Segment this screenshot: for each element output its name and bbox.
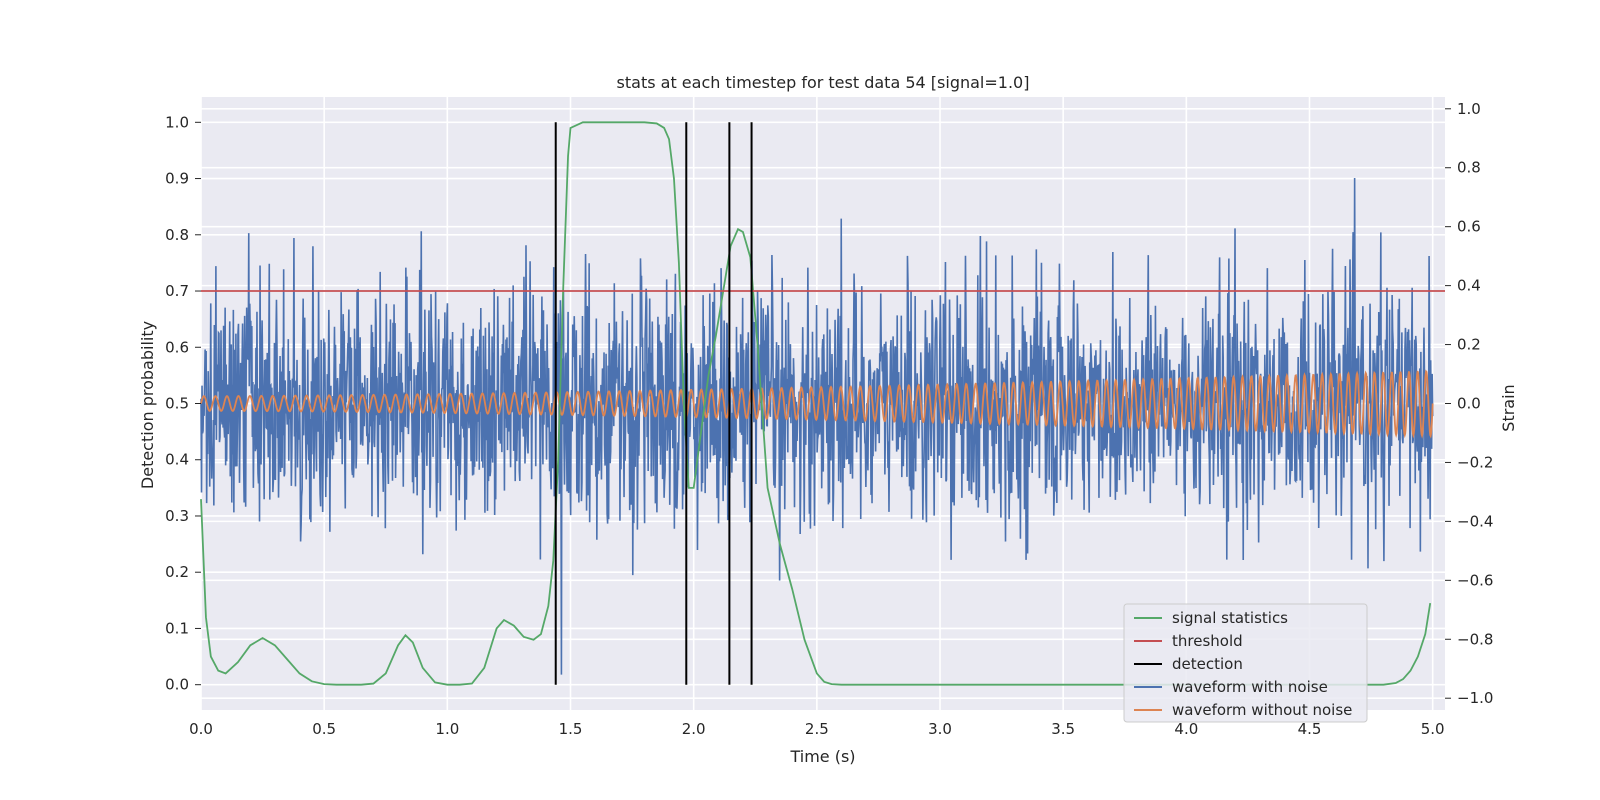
y-tick-label-right: −1.0 bbox=[1457, 689, 1493, 707]
x-tick-label: 4.5 bbox=[1298, 720, 1322, 738]
legend-label: threshold bbox=[1172, 632, 1243, 650]
y-tick-label-right: 0.0 bbox=[1457, 395, 1481, 413]
legend-label: waveform with noise bbox=[1172, 678, 1328, 696]
y-axis-label-left: Detection probability bbox=[138, 321, 157, 489]
legend-label: detection bbox=[1172, 655, 1243, 673]
y-tick-label-left: 0.6 bbox=[165, 338, 189, 356]
x-tick-label: 3.5 bbox=[1051, 720, 1075, 738]
chart-title: stats at each timestep for test data 54 … bbox=[617, 73, 1030, 92]
x-tick-label: 0.0 bbox=[189, 720, 213, 738]
y-tick-label-left: 0.1 bbox=[165, 619, 189, 637]
series-layer bbox=[200, 121, 1445, 686]
x-tick-label: 1.5 bbox=[559, 720, 583, 738]
y-tick-label-left: 0.9 bbox=[165, 170, 189, 188]
y-tick-label-right: 0.8 bbox=[1457, 159, 1481, 177]
x-tick-label: 0.5 bbox=[312, 720, 336, 738]
y-tick-label-left: 0.2 bbox=[165, 563, 189, 581]
legend-label: waveform without noise bbox=[1172, 701, 1352, 719]
y-tick-label-left: 0.8 bbox=[165, 226, 189, 244]
x-tick-label: 1.0 bbox=[435, 720, 459, 738]
legend-label: signal statistics bbox=[1172, 609, 1288, 627]
y-tick-label-left: 0.3 bbox=[165, 507, 189, 525]
y-tick-label-right: −0.2 bbox=[1457, 453, 1493, 471]
y-tick-label-right: −0.4 bbox=[1457, 512, 1493, 530]
x-tick-label: 2.0 bbox=[682, 720, 706, 738]
y-tick-label-right: 0.6 bbox=[1457, 218, 1481, 236]
x-tick-label: 4.0 bbox=[1174, 720, 1198, 738]
x-tick-label: 2.5 bbox=[805, 720, 829, 738]
x-tick-label: 3.0 bbox=[928, 720, 952, 738]
x-axis-label: Time (s) bbox=[789, 747, 855, 766]
y-tick-label-left: 0.0 bbox=[165, 676, 189, 694]
series-waveform-with-noise bbox=[200, 178, 1434, 675]
series-signal-statistics bbox=[200, 121, 1432, 686]
y-tick-label-right: 0.2 bbox=[1457, 336, 1481, 354]
y-tick-label-left: 1.0 bbox=[165, 113, 189, 131]
x-tick-label: 5.0 bbox=[1421, 720, 1445, 738]
legend-box bbox=[1123, 603, 1368, 723]
series-waveform-without-noise bbox=[200, 369, 1434, 439]
legend: signal statistics threshold detection wavef… bbox=[1123, 603, 1368, 723]
y-tick-label-left: 0.5 bbox=[165, 395, 189, 413]
ticks-layer: 0.0 0.5 1.0 1.5 2.0 2.5 3.0 3.5 4.0 4.5 5.0 0.0 0.1 0… bbox=[165, 100, 1493, 738]
y-tick-label-right: 1.0 bbox=[1457, 100, 1481, 118]
y-tick-label-left: 0.4 bbox=[165, 451, 189, 469]
y-tick-label-right: −0.6 bbox=[1457, 571, 1493, 589]
y-tick-label-right: 0.4 bbox=[1457, 277, 1481, 295]
y-tick-label-right: −0.8 bbox=[1457, 630, 1493, 648]
y-axis-label-right: Strain bbox=[1499, 384, 1518, 431]
y-tick-label-left: 0.7 bbox=[165, 282, 189, 300]
